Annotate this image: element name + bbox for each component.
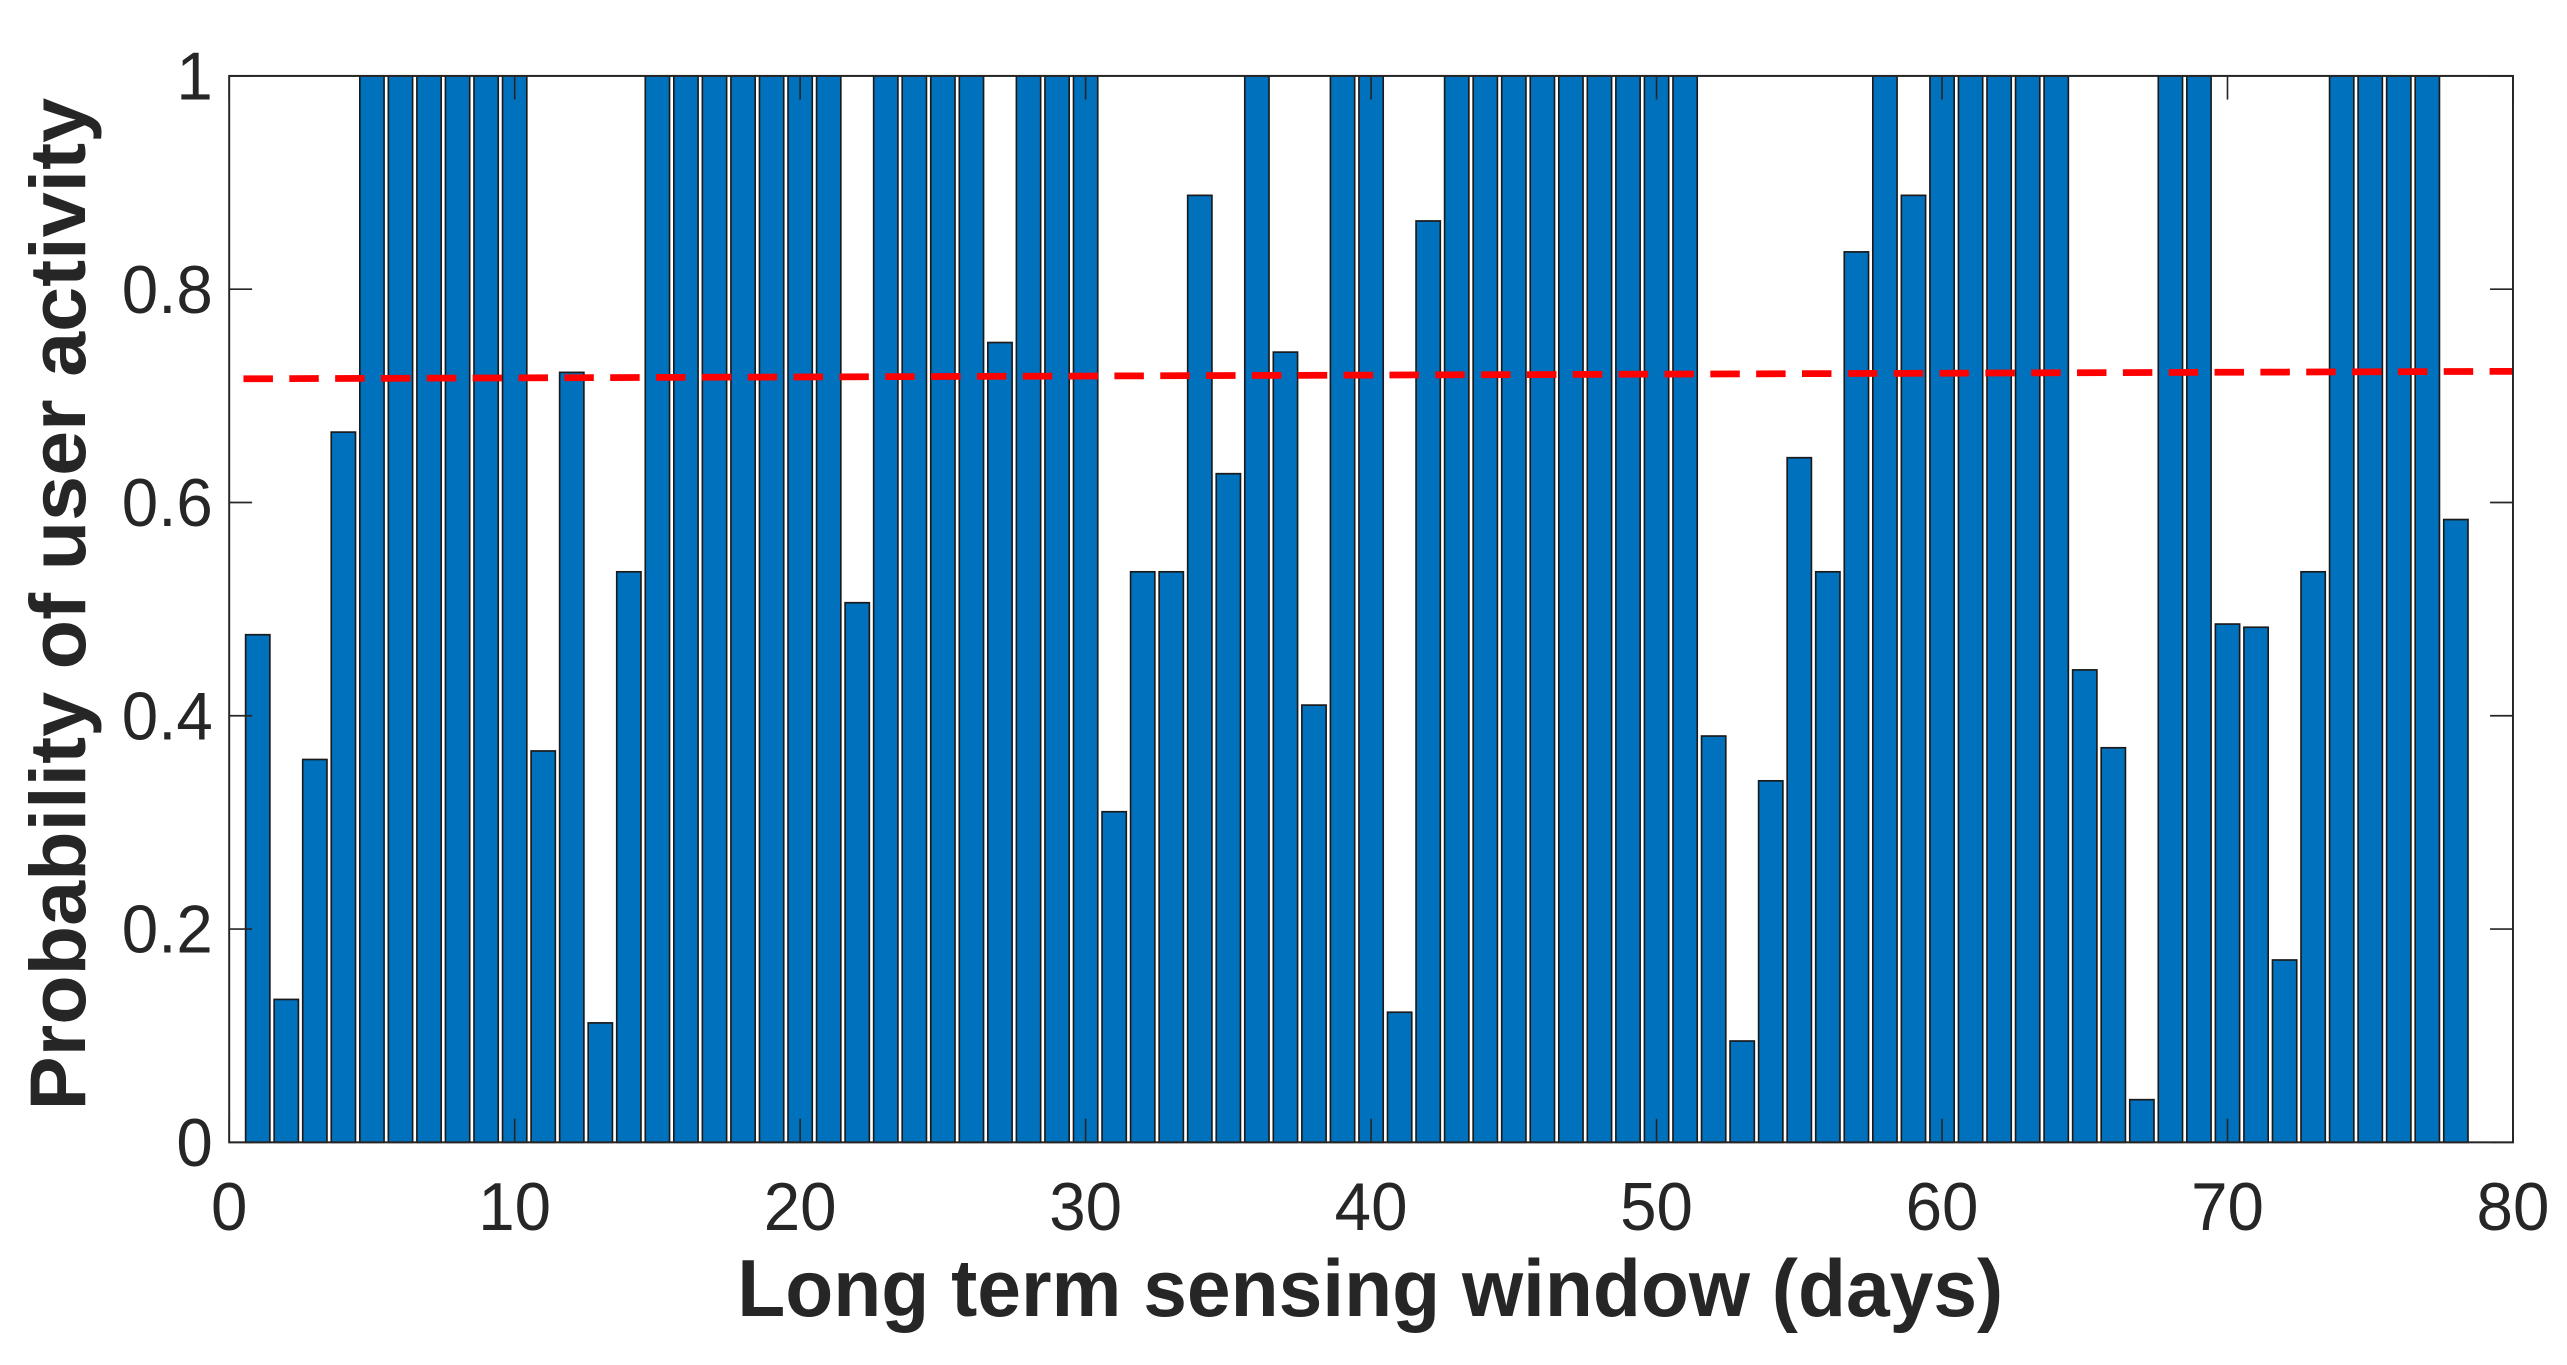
bar (872, 75, 899, 1144)
bar (244, 633, 271, 1144)
bar (1786, 456, 1813, 1144)
bar (1643, 75, 1670, 1144)
bar (387, 75, 414, 1144)
bar (1700, 735, 1727, 1144)
bar (1900, 194, 1927, 1144)
bar (1929, 75, 1955, 1144)
bar (758, 75, 785, 1144)
x-axis-label: Long term sensing window (days) (737, 1243, 2003, 1333)
reference-line (243, 367, 2513, 383)
bar (2214, 623, 2241, 1144)
bar (1101, 810, 1128, 1144)
bar (2014, 75, 2041, 1144)
bar (530, 750, 557, 1144)
x-tick-label: 30 (1049, 1170, 1122, 1245)
bar (815, 75, 842, 1144)
bar (2300, 570, 2327, 1144)
bar (358, 75, 385, 1144)
bar (987, 341, 1013, 1144)
bar (1472, 75, 1499, 1144)
bar (701, 75, 728, 1144)
bar (929, 75, 956, 1144)
x-tick-label: 10 (478, 1170, 551, 1245)
bar (844, 601, 871, 1144)
bar (473, 75, 500, 1144)
bar (2414, 75, 2441, 1144)
bar (1586, 75, 1613, 1144)
bar (1015, 75, 1042, 1144)
bar (901, 75, 928, 1144)
x-tick-label: 20 (764, 1170, 837, 1245)
bar (787, 75, 814, 1144)
y-tick-label: 0.6 (122, 466, 213, 541)
bar (1729, 1040, 1756, 1144)
bar (301, 758, 328, 1144)
bar (1358, 75, 1385, 1144)
bar (1072, 75, 1099, 1144)
bar (587, 1022, 614, 1144)
bar (1557, 75, 1584, 1144)
bar (2157, 75, 2184, 1144)
x-tick-label: 70 (2191, 1170, 2264, 1245)
bar (558, 371, 585, 1144)
bar (2100, 746, 2127, 1144)
bar (1814, 570, 1841, 1144)
y-tick-label: 0.8 (122, 253, 213, 328)
y-tick-label: 1 (176, 40, 212, 115)
bar (444, 75, 471, 1144)
bar (1386, 1011, 1413, 1144)
bar (1957, 75, 1984, 1144)
bar (615, 570, 642, 1144)
bar (1871, 75, 1898, 1144)
bar (2128, 1098, 2155, 1144)
x-tick-label: 60 (1906, 1170, 1979, 1245)
bar (2442, 518, 2469, 1144)
bar (730, 75, 756, 1144)
bar (416, 75, 442, 1144)
x-tick-label: 50 (1620, 1170, 1693, 1245)
x-tick-label: 0 (211, 1170, 247, 1245)
bar (1415, 220, 1442, 1144)
bar (1215, 472, 1242, 1144)
bar (1986, 75, 2013, 1144)
bar (1672, 75, 1699, 1144)
x-tick-label: 40 (1335, 1170, 1408, 1245)
y-tick-label: 0.2 (122, 893, 213, 968)
x-tick-label: 80 (2477, 1170, 2550, 1245)
bar (1186, 194, 1213, 1144)
bar (2186, 75, 2212, 1144)
bar (1443, 75, 1470, 1144)
bar (1301, 704, 1327, 1144)
y-tick-label: 0 (176, 1106, 212, 1181)
bar (273, 998, 300, 1144)
bar (673, 75, 699, 1144)
bar (1272, 351, 1299, 1144)
bar (1757, 779, 1784, 1144)
bar (1243, 75, 1270, 1144)
bar (644, 75, 671, 1144)
bar (2043, 75, 2070, 1144)
bar (2357, 75, 2384, 1144)
bar (2243, 626, 2270, 1144)
bar (2071, 669, 2098, 1144)
bar (2328, 75, 2355, 1144)
bar (1329, 75, 1356, 1144)
y-axis-label: Probability of user activity (14, 98, 102, 1111)
bar (1129, 570, 1156, 1144)
bar (501, 75, 528, 1144)
bar (2385, 75, 2412, 1144)
bar (958, 75, 985, 1144)
bar (2271, 959, 2298, 1144)
bar (1500, 75, 1527, 1144)
bar (330, 431, 357, 1144)
bar (1843, 251, 1870, 1144)
bar (1615, 75, 1641, 1144)
bar (1158, 570, 1185, 1144)
bar (1529, 75, 1556, 1144)
bar (1044, 75, 1071, 1144)
y-tick-label: 0.4 (122, 680, 213, 755)
